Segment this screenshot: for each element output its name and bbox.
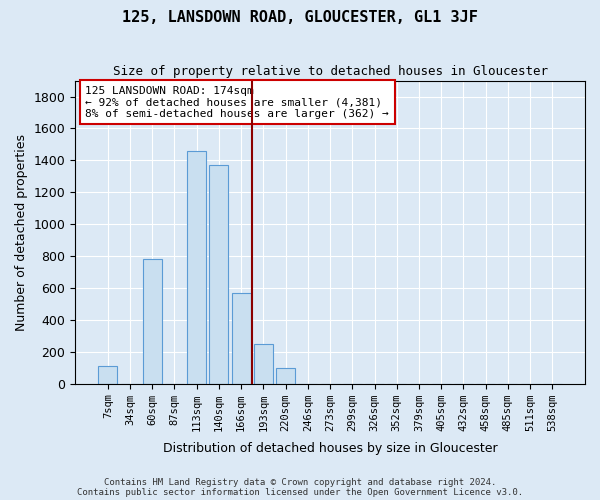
Text: 125 LANSDOWN ROAD: 174sqm
← 92% of detached houses are smaller (4,381)
8% of sem: 125 LANSDOWN ROAD: 174sqm ← 92% of detac… <box>85 86 389 119</box>
Y-axis label: Number of detached properties: Number of detached properties <box>15 134 28 330</box>
Title: Size of property relative to detached houses in Gloucester: Size of property relative to detached ho… <box>113 65 548 78</box>
Bar <box>187 150 206 384</box>
X-axis label: Distribution of detached houses by size in Gloucester: Distribution of detached houses by size … <box>163 442 497 455</box>
Bar <box>143 259 161 384</box>
Bar <box>98 366 117 384</box>
Bar <box>209 165 229 384</box>
Text: Contains HM Land Registry data © Crown copyright and database right 2024.
Contai: Contains HM Land Registry data © Crown c… <box>77 478 523 497</box>
Bar <box>276 368 295 384</box>
Text: 125, LANSDOWN ROAD, GLOUCESTER, GL1 3JF: 125, LANSDOWN ROAD, GLOUCESTER, GL1 3JF <box>122 10 478 25</box>
Bar <box>232 292 251 384</box>
Bar <box>254 344 273 384</box>
